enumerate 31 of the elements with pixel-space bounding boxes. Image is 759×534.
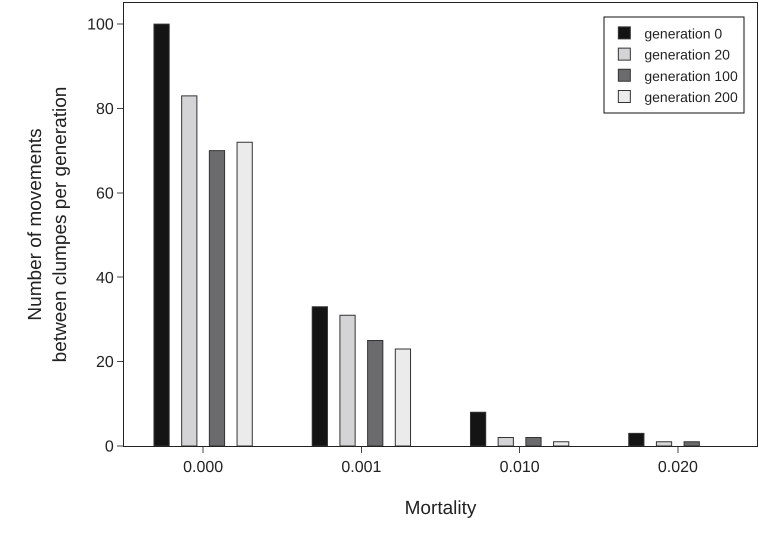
- y-tick-label: 0: [104, 438, 114, 456]
- bar: [236, 142, 253, 446]
- bar: [498, 437, 514, 446]
- y-tick-label: 20: [96, 354, 114, 372]
- bar: [553, 441, 570, 446]
- y-tick-label: 80: [96, 101, 114, 118]
- y-tick-label: 60: [96, 185, 114, 202]
- bar: [312, 306, 328, 446]
- y-tick-label: 100: [87, 16, 114, 34]
- bar: [153, 24, 170, 446]
- bar: [470, 412, 486, 446]
- bar: [367, 340, 384, 446]
- bar: [339, 314, 356, 446]
- x-axis-title: Mortality: [404, 498, 477, 519]
- bar: [208, 150, 226, 446]
- legend-label: generation 20: [644, 46, 730, 63]
- bar: [525, 437, 542, 446]
- x-tick-label: 0.020: [658, 459, 698, 476]
- legend-label: generation 100: [644, 68, 738, 84]
- x-tick-label: 0.010: [500, 459, 540, 476]
- legend-label: generation 200: [644, 88, 738, 105]
- y-axis-title: Number of movements between clumpes per generation: [25, 86, 71, 362]
- y-tick-label: 40: [96, 270, 114, 287]
- bar: [684, 441, 700, 446]
- bar: [656, 441, 672, 446]
- bar: [394, 348, 412, 446]
- legend-label: generation 0: [644, 25, 722, 42]
- x-tick-label: 0.001: [341, 459, 382, 476]
- x-tick-label: 0.000: [183, 459, 224, 476]
- bar: [181, 95, 198, 446]
- bar: [628, 432, 644, 446]
